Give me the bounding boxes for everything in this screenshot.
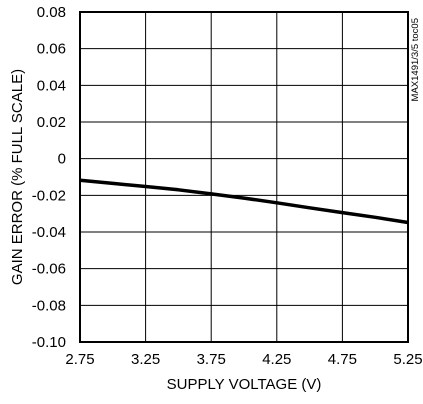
grid-lines [79, 11, 409, 343]
y-tick-label: 0.02 [37, 114, 66, 131]
plot-frame [79, 11, 409, 343]
y-tick-label: 0.08 [37, 4, 66, 21]
x-tick-label: 3.25 [131, 351, 160, 368]
series-layer [79, 178, 409, 225]
y-tick-label: 0.06 [37, 41, 66, 58]
y-axis-title: GAIN ERROR (% FULL SCALE) [9, 69, 26, 285]
x-axis-title: SUPPLY VOLTAGE (V) [167, 376, 322, 393]
y-tick-label: -0.08 [32, 297, 66, 314]
x-tick-label: 4.75 [328, 351, 357, 368]
y-tick-label: -0.10 [32, 334, 66, 351]
gain-error-series-line [79, 178, 409, 225]
x-tick-label: 2.75 [65, 351, 94, 368]
x-tick-label: 4.25 [262, 351, 291, 368]
figure-code-note: MAX1491/3/5 toc05 [410, 18, 421, 101]
x-tick-label: 3.75 [197, 351, 226, 368]
y-tick-label: 0 [58, 151, 66, 168]
y-tick-label: -0.02 [32, 187, 66, 204]
y-tick-label: -0.06 [32, 261, 66, 278]
y-tick-label: 0.04 [37, 77, 66, 94]
y-tick-labels: 0.08 0.06 0.04 0.02 0 -0.02 -0.04 -0.06 -0.08 -0.… [32, 4, 66, 351]
x-tick-label: 5.25 [393, 351, 422, 368]
x-tick-labels: 2.75 3.25 3.75 4.25 4.75 5.25 [65, 351, 422, 368]
y-tick-label: -0.04 [32, 224, 66, 241]
